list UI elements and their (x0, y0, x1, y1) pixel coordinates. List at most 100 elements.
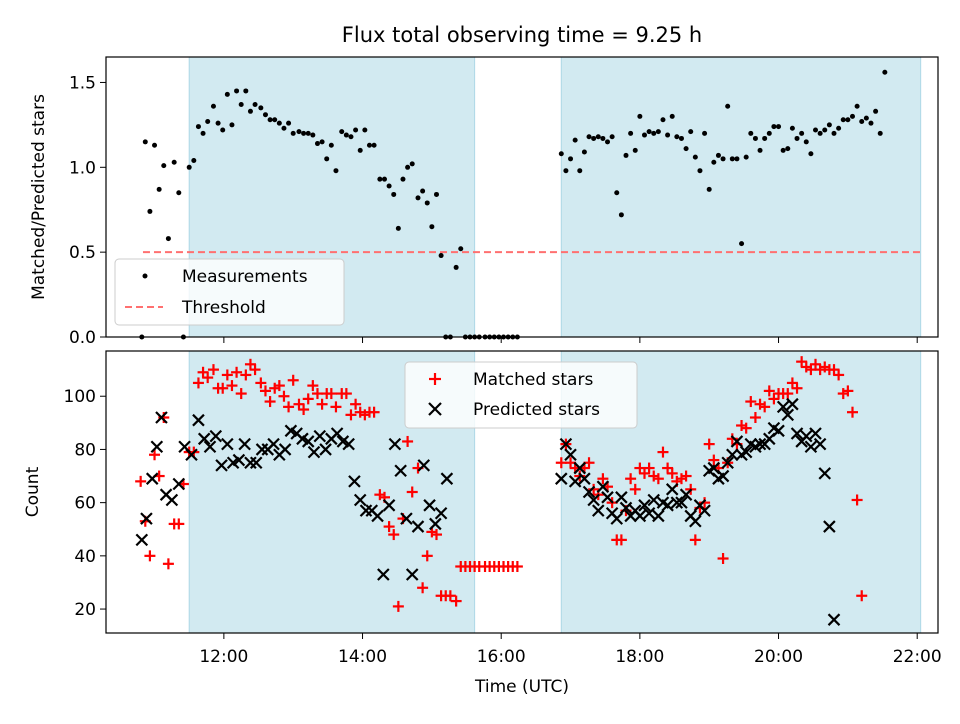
measurement-point (692, 154, 698, 160)
x-tick-label: 22:00 (893, 647, 942, 667)
measurement-point (305, 130, 311, 136)
measurement-point (386, 183, 392, 189)
measurement-point (581, 149, 587, 155)
x-tick-label: 16:00 (477, 647, 526, 667)
predicted-star-point (587, 493, 600, 507)
measurement-point (669, 113, 675, 119)
measurement-point (586, 134, 592, 140)
predicted-star-point (145, 472, 159, 485)
predicted-star-point (238, 437, 251, 451)
predicted-star-point (679, 488, 693, 501)
predicted-star-point (377, 568, 390, 581)
measurement-point (766, 130, 772, 136)
measurement-point (272, 117, 278, 123)
measurement-point (674, 134, 680, 140)
measurement-point (752, 135, 758, 141)
predicted-star-point (739, 445, 753, 459)
bottom-axes-frame (105, 350, 939, 634)
measurement-point (711, 159, 717, 165)
predicted-star-point (790, 427, 804, 440)
matched-star-point (666, 467, 678, 479)
matched-star-point (192, 377, 204, 389)
measurement-point (195, 124, 201, 130)
measurement-point (205, 118, 211, 124)
top-axes-frame (105, 56, 939, 338)
measurement-point (420, 188, 426, 194)
measurement-point (683, 146, 689, 152)
matched-star-point (842, 385, 854, 397)
measurement-point (655, 129, 661, 135)
predicted-star-point (197, 432, 211, 446)
predicted-star-point (647, 493, 661, 507)
measurement-point (210, 103, 216, 109)
matched-star-point (207, 364, 219, 376)
measurement-point (595, 134, 601, 140)
measurement-point (353, 127, 359, 133)
bottom-panel: 20 40 60 80 100 12:00 14:00 16:00 18:00 20:00 22:… (23, 350, 942, 697)
matched-star-point (745, 396, 757, 408)
measurement-point (333, 168, 339, 174)
matched-star-point (345, 409, 357, 421)
measurement-point (720, 156, 726, 162)
matched-star-point (259, 385, 271, 397)
predicted-star-point (232, 453, 246, 467)
predicted-star-point (638, 499, 651, 512)
legend-measurements-label: Measurements (182, 267, 308, 287)
measurement-point (854, 103, 860, 109)
measurement-point (725, 103, 731, 109)
matched-star-point (162, 558, 174, 570)
matched-star-point (273, 380, 285, 392)
predicted-star-point (434, 507, 448, 520)
measurement-point (176, 190, 182, 196)
bottom-y-axis-label: Count (23, 466, 43, 517)
matched-star-point (444, 590, 456, 602)
measurement-point (859, 118, 865, 124)
measurement-point (609, 134, 615, 140)
matched-star-point (791, 382, 803, 394)
matched-star-point (699, 497, 711, 509)
predicted-star-point (382, 499, 396, 512)
measurement-point (605, 139, 611, 145)
measurement-point (836, 125, 842, 131)
measurement-point (614, 190, 620, 196)
predicted-star-point (155, 411, 168, 424)
matched-star-point (226, 380, 238, 392)
measurement-point (405, 164, 411, 170)
matched-star-point (759, 401, 771, 413)
matched-star-point (450, 595, 462, 607)
y-tick-label: 100 (64, 387, 96, 407)
predicted-star-point (429, 517, 442, 531)
y-tick-label: 80 (74, 440, 96, 460)
measurement-point (665, 132, 671, 138)
measurement-point (433, 191, 439, 197)
matched-star-point (383, 521, 395, 533)
measurement-point (646, 129, 652, 135)
predicted-star-point (661, 499, 674, 512)
measurement-point (572, 137, 578, 143)
predicted-star-point (675, 496, 688, 509)
matched-star-point (255, 377, 267, 389)
measurement-point (618, 212, 624, 218)
x-tick-label: 18:00 (615, 647, 664, 667)
measurement-point (789, 125, 795, 131)
matched-star-point (221, 369, 233, 381)
predicted-star-point (313, 429, 327, 443)
predicted-star-point (278, 443, 292, 456)
measurement-point (252, 102, 258, 108)
measurement-point (822, 127, 828, 133)
measurement-point (200, 130, 206, 136)
predicted-star-point (423, 499, 436, 512)
measurement-point (628, 130, 634, 136)
measurement-point (258, 105, 264, 111)
measurement-point (794, 135, 800, 141)
y-tick-label: 0.0 (69, 328, 96, 348)
measurement-point (688, 129, 694, 135)
measurement-point (729, 156, 735, 162)
matched-star-point (149, 449, 161, 461)
predicted-star-point (689, 514, 702, 528)
measurement-point (391, 191, 397, 197)
matched-star-point (717, 553, 729, 565)
measurement-point (706, 186, 712, 192)
measurement-point (845, 117, 851, 123)
predicted-star-point (400, 512, 413, 525)
